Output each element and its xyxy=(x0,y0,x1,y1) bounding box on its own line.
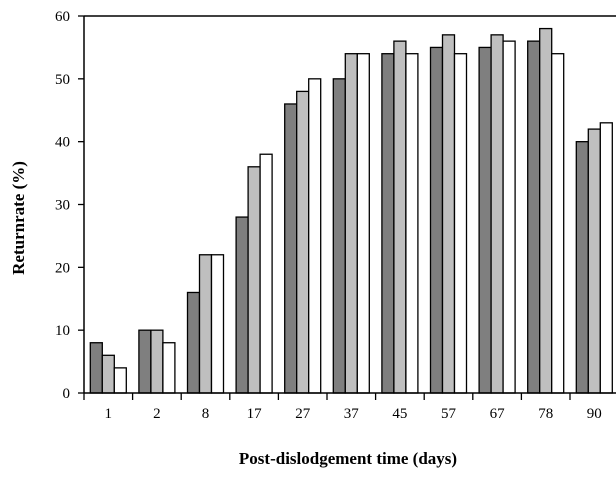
x-tick-label-67: 67 xyxy=(490,406,506,422)
y-tick-label-30: 30 xyxy=(55,198,70,214)
bar-57-s1 xyxy=(429,46,444,394)
y-tick-label-50: 50 xyxy=(55,72,70,88)
bar-57-s3 xyxy=(453,53,468,394)
x-tick-label-8: 8 xyxy=(202,406,210,422)
bar-37-s3 xyxy=(356,53,370,394)
x-tick-label-2: 2 xyxy=(153,406,161,422)
bar-8-s3 xyxy=(210,254,225,394)
bar-27-s3 xyxy=(308,78,322,394)
x-tick-label-1: 1 xyxy=(105,406,113,422)
y-tick-label-60: 60 xyxy=(55,9,70,25)
bar-90-s3 xyxy=(599,122,613,394)
bar-1-s1 xyxy=(89,342,103,394)
y-tick-label-20: 20 xyxy=(55,260,70,276)
x-tick-label-90: 90 xyxy=(587,406,602,422)
bar-45-s2 xyxy=(393,40,407,394)
y-tick-label-10: 10 xyxy=(55,323,70,339)
bar-37-s2 xyxy=(344,53,358,394)
bar-37-s1 xyxy=(332,78,346,394)
bar-17-s2 xyxy=(247,166,261,394)
bar-8-s1 xyxy=(186,291,201,394)
axes-layer xyxy=(78,15,616,400)
bar-45-s1 xyxy=(381,53,395,394)
bar-2-s3 xyxy=(162,342,176,394)
bar-27-s2 xyxy=(296,90,310,394)
bar-57-s2 xyxy=(441,34,456,394)
bar-67-s2 xyxy=(490,34,504,394)
bar-27-s1 xyxy=(284,103,298,394)
bar-2-s2 xyxy=(150,329,164,394)
bar-45-s3 xyxy=(405,53,419,394)
bar-1-s3 xyxy=(113,367,127,394)
bar-78-s3 xyxy=(551,53,565,394)
x-tick-label-45: 45 xyxy=(392,406,407,422)
y-tick-label-0: 0 xyxy=(63,386,71,402)
labels-layer: 0 10 20 30 40 50 60 1 2 8 17 27 37 45 57 67 78 90 xyxy=(55,9,602,422)
bar-8-s2 xyxy=(198,254,213,394)
bar-67-s3 xyxy=(502,40,516,394)
bar-78-s1 xyxy=(527,40,541,394)
x-tick-label-37: 37 xyxy=(344,406,360,422)
x-tick-label-57: 57 xyxy=(441,406,457,422)
bar-78-s2 xyxy=(539,27,553,394)
bar-2-s1 xyxy=(138,329,152,394)
bar-17-s1 xyxy=(235,216,249,394)
bar-1-s2 xyxy=(101,354,115,394)
bars-layer xyxy=(89,27,613,394)
bar-90-s1 xyxy=(575,141,589,394)
x-tick-label-27: 27 xyxy=(295,406,311,422)
x-tick-label-17: 17 xyxy=(247,406,263,422)
bar-67-s1 xyxy=(478,46,492,394)
y-axis-title: Returnrate (%) xyxy=(9,161,28,275)
x-axis-title: Post-dislodgement time (days) xyxy=(239,449,457,468)
bar-90-s2 xyxy=(587,128,601,394)
bar-17-s3 xyxy=(259,153,273,394)
y-tick-label-40: 40 xyxy=(55,135,70,151)
x-tick-label-78: 78 xyxy=(538,406,553,422)
